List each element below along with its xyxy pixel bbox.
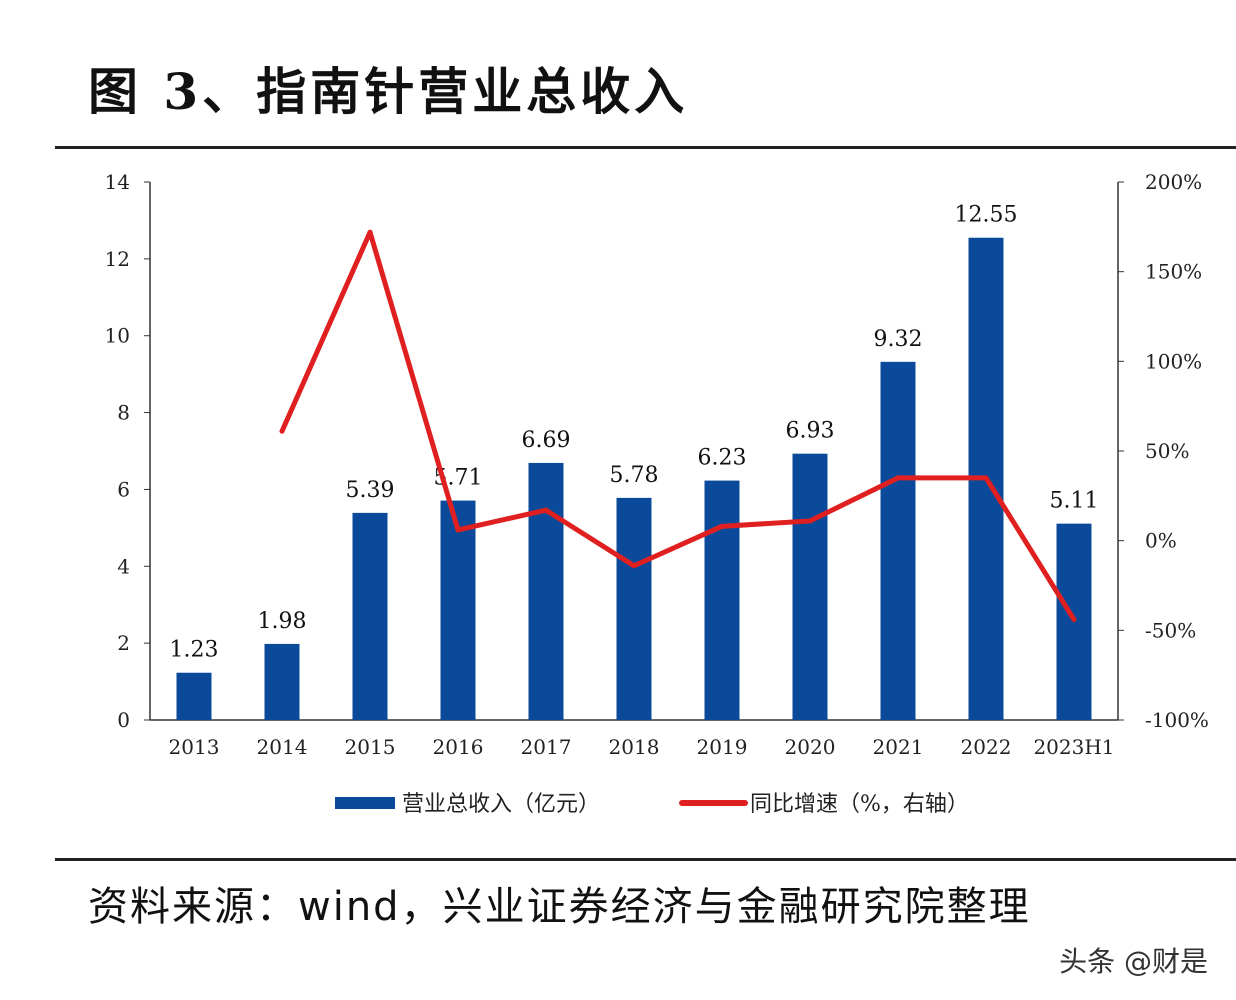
x-tick-label: 2014 <box>257 735 308 759</box>
growth-point <box>895 475 901 481</box>
growth-point <box>983 475 989 481</box>
growth-point <box>367 229 373 235</box>
right-tick-label: 100% <box>1145 349 1202 373</box>
left-tick-label: 4 <box>117 554 130 578</box>
left-tick-label: 10 <box>105 324 130 348</box>
left-tick-label: 0 <box>117 708 130 732</box>
x-tick-label: 2013 <box>169 735 220 759</box>
revenue-bar <box>176 672 212 720</box>
right-tick-label: 50% <box>1145 439 1189 463</box>
growth-point <box>455 527 461 533</box>
left-tick-label: 2 <box>117 631 130 655</box>
left-tick-label: 8 <box>117 401 130 425</box>
right-tick-label: -50% <box>1145 618 1196 642</box>
bar-data-label: 5.78 <box>610 463 659 488</box>
bar-data-label: 1.23 <box>170 638 219 663</box>
legend-bar-swatch <box>335 797 395 809</box>
growth-point <box>279 428 285 434</box>
bar-data-label: 9.32 <box>874 327 923 352</box>
right-tick-label: 150% <box>1145 260 1202 284</box>
left-tick-label: 12 <box>105 247 130 271</box>
x-tick-label: 2018 <box>609 735 660 759</box>
bottom-divider <box>55 858 1236 861</box>
x-tick-label: 2016 <box>433 735 484 759</box>
top-divider <box>55 146 1236 149</box>
right-tick-label: -100% <box>1145 708 1209 732</box>
source-note: 资料来源：wind，兴业证券经济与金融研究院整理 <box>88 884 1031 930</box>
right-tick-label: 200% <box>1145 170 1202 194</box>
growth-line <box>279 229 1077 621</box>
legend-line-label: 同比增速（%，右轴） <box>750 792 969 817</box>
growth-point <box>807 518 813 524</box>
x-tick-label: 2023H1 <box>1033 735 1114 759</box>
left-tick-label: 14 <box>105 170 130 194</box>
x-tick-label: 2021 <box>873 735 924 759</box>
revenue-bar <box>440 500 476 720</box>
watermark: 头条 @财是 <box>1059 945 1208 978</box>
right-tick-label: 0% <box>1145 529 1177 553</box>
revenue-bar <box>704 480 740 720</box>
revenue-bar <box>792 453 828 720</box>
legend-bar-label: 营业总收入（亿元） <box>402 792 600 817</box>
growth-point <box>543 507 549 513</box>
growth-point <box>719 523 725 529</box>
x-tick-label: 2019 <box>697 735 748 759</box>
bar-data-label: 6.23 <box>698 446 747 471</box>
revenue-bar <box>528 462 564 720</box>
chart-title: 图 3、指南针营业总收入 <box>88 62 689 121</box>
revenue-bar <box>352 512 388 720</box>
bar-data-label: 1.98 <box>258 609 307 634</box>
bar-data-label: 5.11 <box>1050 489 1099 514</box>
bar-data-label: 6.69 <box>522 428 571 453</box>
growth-point <box>631 563 637 569</box>
x-tick-label: 2015 <box>345 735 396 759</box>
x-tick-label: 2020 <box>785 735 836 759</box>
x-tick-label: 2017 <box>521 735 572 759</box>
bar-data-label: 12.55 <box>955 203 1018 228</box>
x-tick-label: 2022 <box>961 735 1012 759</box>
left-tick-label: 6 <box>117 477 130 501</box>
revenue-bar <box>264 643 300 720</box>
growth-point <box>1071 617 1077 623</box>
revenue-bar <box>880 361 916 720</box>
revenue-bar <box>616 497 652 720</box>
bar-data-label: 6.93 <box>786 419 835 444</box>
bar-data-label: 5.39 <box>346 478 395 503</box>
